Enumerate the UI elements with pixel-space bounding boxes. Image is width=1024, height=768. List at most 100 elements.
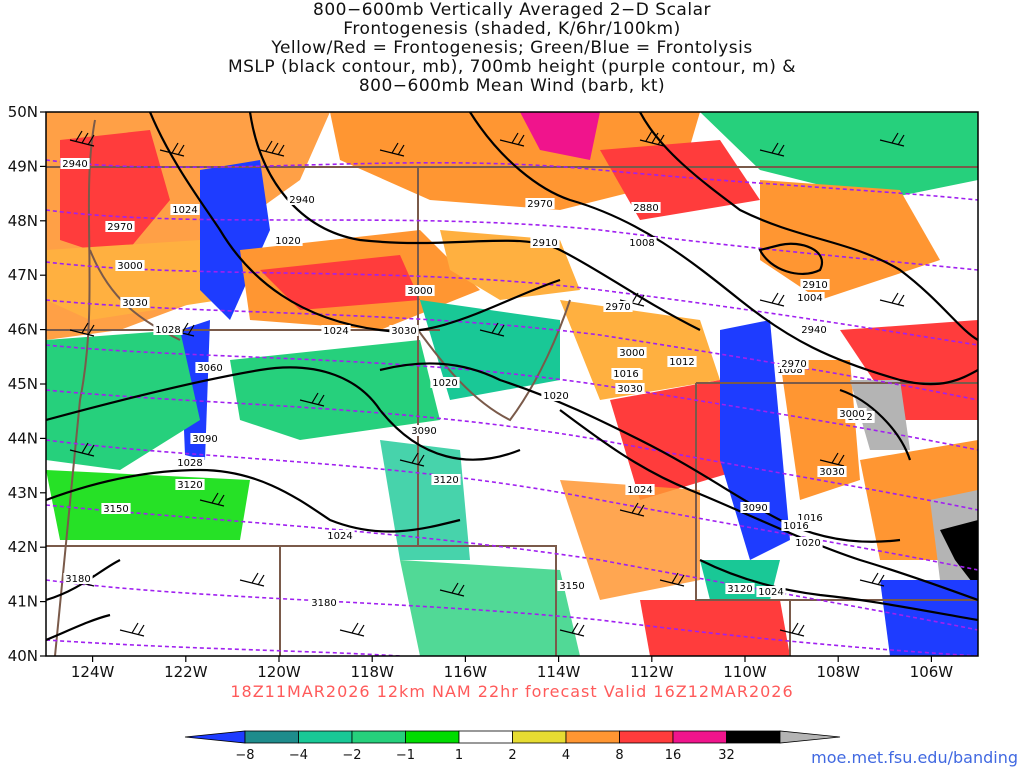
colorbar-left-arrow	[184, 730, 246, 744]
mslp-label-bg	[325, 530, 355, 541]
colorbar-segment	[244, 730, 299, 744]
height-label-bg	[101, 503, 131, 514]
mslp-label-bg	[775, 364, 805, 375]
latitude-axis: 50N 49N 48N 47N 46N 45N 44N 43N 42N 41N 40N	[8, 103, 46, 665]
lon-label: 110W	[723, 663, 767, 681]
lat-label: 46N	[8, 321, 38, 339]
lat-label: 41N	[8, 593, 38, 611]
mslp-contours	[46, 112, 978, 642]
mslp-label-bg	[781, 520, 811, 531]
height-label-bg	[195, 362, 225, 373]
mslp-label-bg	[793, 537, 823, 548]
height-label: 3180	[311, 598, 336, 609]
height-label: 3000	[117, 261, 142, 272]
lon-label: 108W	[816, 663, 860, 681]
mslp-label: 1004	[797, 293, 822, 304]
height-label: 2970	[605, 302, 630, 313]
height-label: 3150	[559, 581, 584, 592]
mslp-label-bg	[795, 512, 825, 523]
colorbar-tick-label: 2	[508, 748, 516, 763]
height-label-bg	[105, 221, 135, 232]
colorbar: −8 −4 −2 −1 1 2 4 8 16 32	[184, 730, 841, 763]
lon-label: 124W	[71, 663, 115, 681]
credit-link[interactable]: moe.met.fsu.edu/banding	[811, 748, 1018, 767]
lat-label: 43N	[8, 484, 38, 502]
colorbar-tick-label: −1	[396, 748, 415, 763]
mslp-label-bg	[170, 204, 200, 215]
colorbar-right-arrow	[779, 730, 841, 744]
colorbar-tick-label: 4	[562, 748, 570, 763]
mslp-label: 1028	[155, 325, 180, 336]
height-label: 3120	[433, 475, 458, 486]
mslp-label-bg	[625, 484, 655, 495]
mslp-label: 1012	[669, 357, 694, 368]
mslp-label-bg	[273, 235, 303, 246]
height-label-bg	[740, 502, 770, 513]
lon-label: 122W	[164, 663, 208, 681]
colorbar-segment	[298, 730, 353, 744]
colorbar-tick-label: 32	[718, 748, 735, 763]
colorbar-segment	[458, 730, 513, 744]
mslp-label-bg	[153, 324, 183, 335]
height-label: 2910	[802, 280, 827, 291]
height-label-bg	[120, 297, 150, 308]
height-label: 3090	[411, 426, 436, 437]
lat-label: 50N	[8, 103, 38, 121]
height-label: 2970	[527, 199, 552, 210]
height-label-bg	[617, 347, 647, 358]
height-label-bg	[725, 583, 755, 594]
valid-time: 18Z11MAR2026 12km NAM 22hr forecast Vali…	[230, 682, 794, 701]
height-label-bg	[557, 580, 587, 591]
height-label-bg	[779, 358, 809, 369]
mslp-label-bg	[611, 368, 641, 379]
colorbar-tick-label: 16	[665, 748, 682, 763]
height-label: 3060	[197, 363, 222, 374]
title-line-1: 800−600mb Vertically Averaged 2−D Scalar	[313, 0, 711, 20]
height-label: 3090	[192, 434, 217, 445]
colorbar-tick-label: −4	[289, 748, 308, 763]
height-label-bg	[60, 158, 90, 169]
mslp-label-bg	[795, 292, 825, 303]
lat-label: 40N	[8, 647, 38, 665]
height-contours	[46, 159, 978, 656]
height-label-bg	[409, 425, 439, 436]
colorbar-segment	[565, 730, 620, 744]
mslp-label: 1016	[613, 369, 638, 380]
colorbar-tick-label: −2	[342, 748, 361, 763]
height-label-bg	[837, 408, 867, 419]
height-label: 2940	[289, 195, 314, 206]
lat-label: 45N	[8, 375, 38, 393]
height-label: 2940	[62, 159, 87, 170]
height-label-bg	[287, 194, 317, 205]
height-label: 2970	[107, 222, 132, 233]
lon-label: 118W	[350, 663, 394, 681]
title-line-4: MSLP (black contour, mb), 700mb height (…	[227, 57, 797, 77]
lat-label: 47N	[8, 266, 38, 284]
longitude-axis: 124W 122W 120W 118W 116W 114W 112W 110W 108W 106W	[71, 656, 953, 681]
title-line-2: Frontogenesis (shaded, K/6hr/100km)	[343, 19, 681, 39]
mslp-label: 1024	[627, 485, 652, 496]
height-label-bg	[525, 198, 555, 209]
mslp-label: 1008	[629, 238, 654, 249]
colorbar-segment	[512, 730, 567, 744]
height-label-bg	[190, 433, 220, 444]
mslp-label-bg	[627, 237, 657, 248]
mslp-label: 1016	[783, 521, 808, 532]
height-label: 3000	[839, 409, 864, 420]
height-label-bg	[389, 325, 419, 336]
height-label-bg	[175, 479, 205, 490]
mslp-label-bg	[756, 586, 786, 597]
height-label: 3090	[742, 503, 767, 514]
height-label-bg	[309, 597, 339, 608]
mslp-label-bg	[321, 325, 351, 336]
mslp-label-bg	[175, 457, 205, 468]
lat-label: 49N	[8, 157, 38, 175]
lon-label: 112W	[630, 663, 674, 681]
height-label-bg	[817, 466, 847, 477]
title-line-5: 800−600mb Mean Wind (barb, kt)	[358, 76, 666, 96]
colorbar-segment	[619, 730, 674, 744]
mslp-label-bg	[667, 356, 697, 367]
height-label-bg	[431, 474, 461, 485]
lat-label: 42N	[8, 538, 38, 556]
